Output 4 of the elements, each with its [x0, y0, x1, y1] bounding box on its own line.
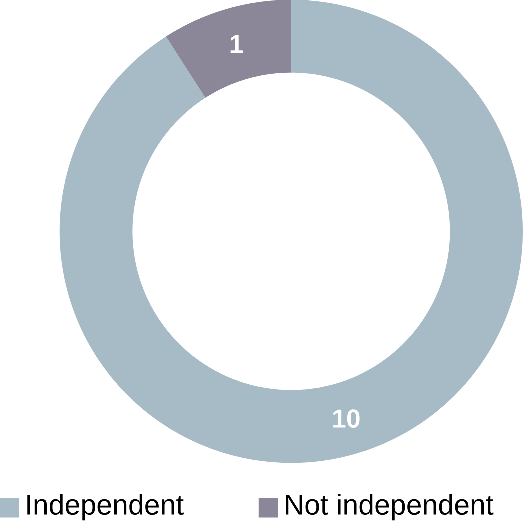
legend-label: Independent — [28, 494, 184, 521]
data-label: 1 — [230, 36, 243, 54]
data-label: 10 — [334, 410, 360, 428]
legend-label: Not independent — [286, 494, 494, 521]
